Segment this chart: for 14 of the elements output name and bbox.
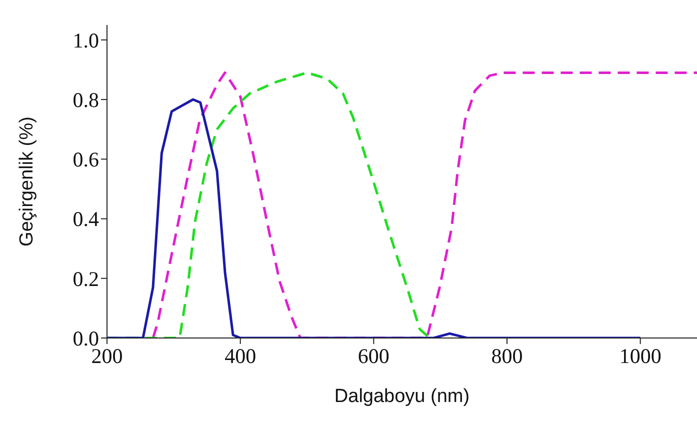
- x-axis-title: Dalgaboyu (nm): [334, 386, 470, 407]
- y-tick-label: 0.2: [72, 266, 99, 291]
- line-series: [152, 71, 697, 338]
- y-tick-label: 0.4: [72, 207, 100, 232]
- x-tick-label: 800: [491, 344, 523, 368]
- y-tick-label: 0.0: [72, 326, 99, 350]
- x-tick-label: 1000: [619, 344, 662, 368]
- line-series: [107, 98, 642, 338]
- x-tick-label: 400: [224, 344, 256, 368]
- y-axis-title: Geçirgenlik (%): [16, 116, 38, 246]
- x-tick-label: 600: [358, 344, 390, 368]
- y-tick-label: 1.0: [72, 28, 99, 52]
- y-tick-label: 0.8: [72, 88, 99, 112]
- y-tick-label: 0.6: [72, 148, 99, 172]
